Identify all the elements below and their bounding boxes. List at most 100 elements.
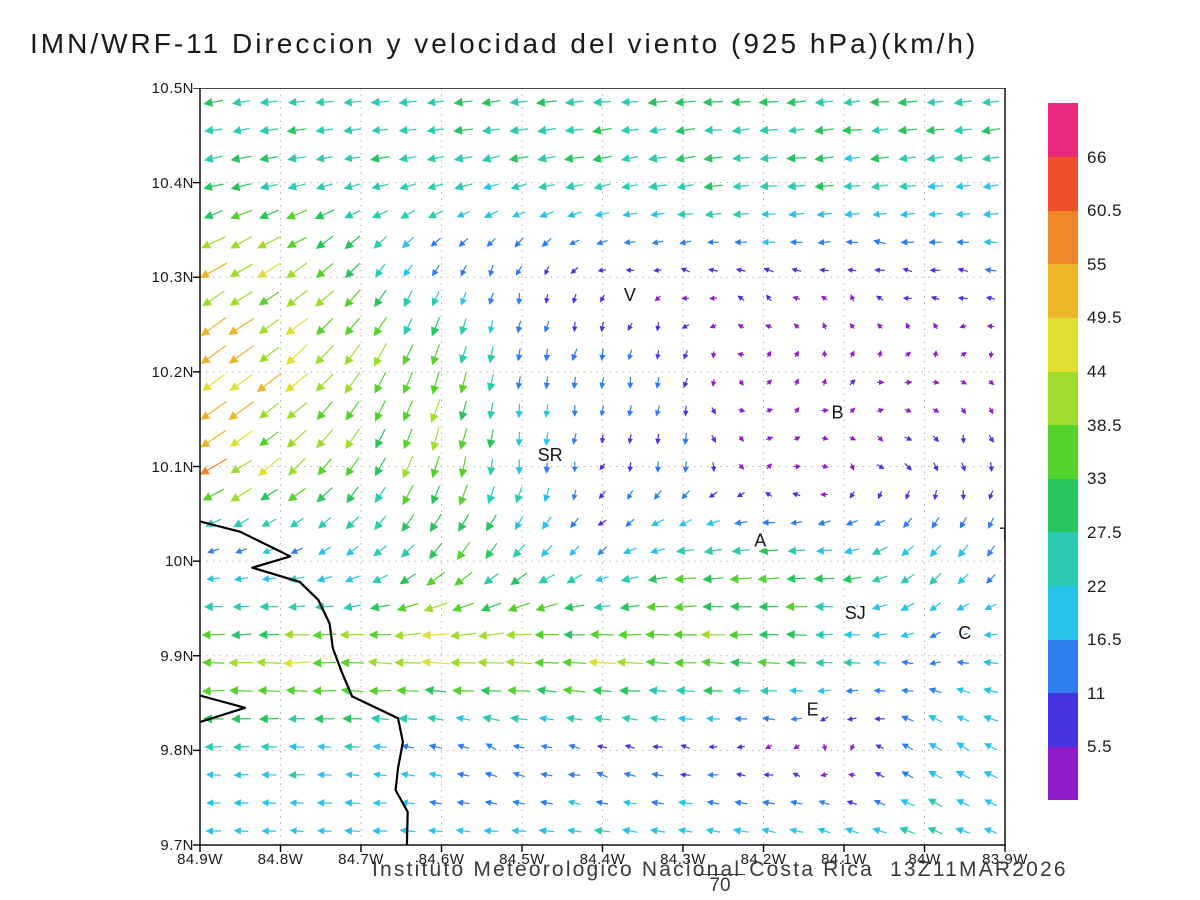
wind-arrow xyxy=(230,714,252,724)
lat-tick-label: 9.7N xyxy=(160,837,194,854)
wind-arrow xyxy=(344,344,361,366)
wind-arrow xyxy=(344,371,361,394)
wind-arrow xyxy=(843,182,860,191)
wind-arrow xyxy=(458,456,468,478)
wind-arrow xyxy=(900,799,915,807)
wind-arrow xyxy=(702,602,724,612)
wind-arrow xyxy=(595,575,609,583)
wind-arrow xyxy=(763,267,774,273)
wind-arrow xyxy=(703,546,723,556)
colorbar-segment xyxy=(1048,424,1078,479)
wind-arrow xyxy=(982,658,999,667)
wind-arrow xyxy=(595,799,609,806)
wind-arrow xyxy=(480,602,502,612)
wind-arrow xyxy=(956,715,970,722)
wind-arrow xyxy=(983,687,999,695)
wind-arrow xyxy=(600,294,606,303)
wind-arrow xyxy=(932,379,940,385)
wind-arrow xyxy=(345,771,359,779)
wind-arrow xyxy=(654,295,661,302)
wind-arrow xyxy=(563,630,586,640)
wind-arrow xyxy=(287,153,306,163)
wind-arrow xyxy=(898,182,916,191)
wind-arrow xyxy=(317,743,332,751)
wind-arrow xyxy=(286,262,308,279)
wind-arrow xyxy=(429,513,442,533)
wind-arrow xyxy=(905,351,912,358)
wind-arrow xyxy=(538,573,555,584)
wind-arrow xyxy=(761,715,775,723)
wind-arrow xyxy=(258,209,279,220)
wind-arrow xyxy=(682,433,689,446)
wind-arrow xyxy=(710,434,716,443)
wind-arrow xyxy=(456,799,470,807)
wind-arrow xyxy=(702,686,723,696)
wind-arrow xyxy=(647,181,667,191)
colorbar-segment xyxy=(1048,210,1078,265)
wind-arrow xyxy=(569,239,580,246)
wind-arrow xyxy=(759,181,778,191)
wind-arrow xyxy=(814,602,834,612)
wind-arrow xyxy=(344,289,361,308)
wind-arrow xyxy=(986,323,995,330)
station-label-sr: SR xyxy=(538,445,563,465)
wind-arrow xyxy=(872,827,887,835)
wind-arrow xyxy=(343,602,362,612)
wind-arrow xyxy=(675,546,695,556)
wind-arrow xyxy=(485,514,497,532)
wind-arrow xyxy=(673,630,698,640)
wind-arrow xyxy=(877,435,884,442)
wind-arrow xyxy=(509,714,528,723)
wind-arrow xyxy=(700,657,725,667)
wind-arrow xyxy=(932,350,939,358)
wind-arrow xyxy=(988,434,994,443)
wind-arrow xyxy=(982,182,999,191)
wind-arrow xyxy=(201,658,225,668)
wind-arrow xyxy=(758,546,779,556)
wind-arrow xyxy=(282,658,311,668)
wind-arrow xyxy=(571,461,578,473)
colorbar-segment xyxy=(1048,478,1078,533)
wind-arrow xyxy=(732,826,749,835)
wind-arrow xyxy=(258,291,280,306)
wind-arrow xyxy=(843,98,861,107)
wind-arrow xyxy=(764,324,773,330)
wind-arrow xyxy=(956,742,970,752)
wind-arrow xyxy=(458,484,469,506)
wind-arrow xyxy=(700,630,726,640)
wind-arrow xyxy=(842,574,862,584)
wind-arrow xyxy=(540,771,553,778)
colorbar-segment xyxy=(1048,639,1078,694)
wind-arrow xyxy=(651,771,664,778)
wind-arrow xyxy=(287,714,306,723)
wind-arrow xyxy=(562,685,586,695)
wind-arrow xyxy=(647,574,668,584)
wind-arrow xyxy=(565,182,584,191)
wind-arrow xyxy=(621,826,638,835)
wind-arrow xyxy=(512,799,526,807)
wind-arrow xyxy=(316,487,333,503)
station-label-e: E xyxy=(807,700,819,720)
wind-arrow xyxy=(705,827,721,835)
coastline-segment xyxy=(200,694,247,724)
wind-arrow xyxy=(710,407,716,415)
wind-arrow xyxy=(431,485,441,505)
wind-arrow xyxy=(956,238,970,246)
wind-arrow xyxy=(980,125,1001,135)
wind-arrow xyxy=(900,573,915,584)
wind-arrow xyxy=(681,295,690,301)
wind-arrow xyxy=(929,572,942,586)
wind-arrow xyxy=(233,518,250,528)
wind-arrow xyxy=(849,491,855,499)
wind-arrow xyxy=(592,97,612,107)
wind-arrow xyxy=(627,490,634,500)
wind-arrow xyxy=(622,799,637,807)
wind-arrow xyxy=(820,295,828,302)
lon-tick-label: 84.7W xyxy=(338,851,384,868)
wind-arrow xyxy=(703,181,723,191)
wind-arrow xyxy=(202,488,225,501)
wind-arrow xyxy=(398,125,417,135)
wind-arrow xyxy=(232,742,250,751)
wind-arrow xyxy=(315,182,333,191)
wind-arrow xyxy=(819,491,828,498)
